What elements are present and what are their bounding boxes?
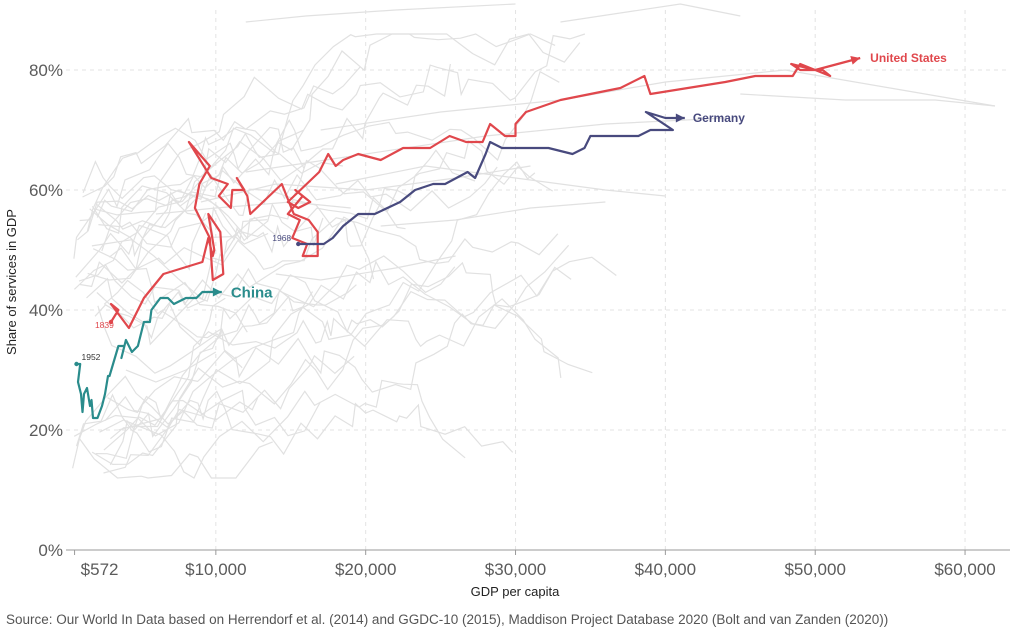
background-line (103, 389, 321, 474)
background-line (91, 185, 324, 247)
x-tick-label: $60,000 (934, 560, 995, 579)
background-line (320, 69, 996, 131)
series-start-point-united-states (108, 319, 114, 325)
background-line (99, 379, 466, 479)
background-line (380, 201, 606, 227)
background-line (118, 417, 164, 431)
background-line (96, 126, 343, 218)
x-tick-label: $50,000 (784, 560, 845, 579)
series-start-label-germany: 1968 (272, 233, 291, 243)
axes: $572 $10,000 $20,000 $30,000 $40,000 $50,000 $… (29, 61, 1010, 579)
background-line (82, 160, 268, 241)
background-line (73, 244, 570, 437)
series-arrow-china (212, 287, 222, 297)
background-line (91, 256, 617, 466)
background-line (109, 291, 314, 466)
series-start-label-united-states: 1839 (95, 320, 114, 330)
series-line-germany (298, 110, 685, 246)
series-line-united-states (109, 56, 861, 330)
y-tick-label: 20% (29, 421, 63, 440)
background-line (103, 161, 536, 347)
x-axis-title: GDP per capita (471, 584, 560, 599)
background-line (73, 63, 451, 290)
background-line (76, 354, 355, 446)
background-line (108, 149, 476, 271)
series-line-china (76, 290, 222, 420)
series-start-point-germany (296, 241, 301, 247)
background-line (740, 93, 996, 107)
x-tick-label: $30,000 (485, 560, 546, 579)
background-line (200, 165, 531, 203)
background-line (87, 129, 304, 281)
background-line (245, 3, 516, 23)
background-line (91, 33, 581, 258)
background-line (104, 390, 514, 456)
series-arrow-germany (675, 113, 685, 123)
series-label-united-states: United States (870, 51, 947, 65)
y-tick-label: 0% (38, 541, 63, 560)
series-start-point-china (74, 361, 79, 367)
background-line (89, 208, 276, 301)
background-country-lines (72, 3, 996, 479)
background-line (110, 298, 562, 440)
background-line (96, 292, 226, 346)
x-tick-label: $20,000 (335, 560, 396, 579)
background-line (560, 3, 741, 23)
background-line (97, 261, 572, 374)
source-note: Source: Our World In Data based on Herre… (6, 612, 889, 627)
series-label-germany: Germany (693, 111, 745, 125)
background-line (98, 215, 269, 248)
gridlines (66, 10, 1010, 550)
background-line (77, 126, 305, 241)
background-line (78, 263, 357, 309)
y-tick-label: 60% (29, 181, 63, 200)
background-line (95, 350, 243, 460)
background-line (107, 255, 456, 421)
background-line (335, 165, 666, 197)
background-line (79, 217, 559, 288)
series-start-label-china: 1952 (81, 352, 100, 362)
y-tick-label: 80% (29, 61, 63, 80)
background-line (82, 66, 361, 198)
background-line (79, 70, 560, 222)
background-line (125, 351, 217, 383)
background-line (275, 255, 456, 281)
highlighted-series: 1839 United States 1968 Germany 1952 China (74, 51, 947, 420)
background-line (73, 33, 586, 259)
background-line (96, 33, 556, 230)
background-line (86, 216, 375, 340)
background-line (155, 201, 351, 215)
series-arrow-united-states (850, 55, 861, 65)
y-axis-title: Share of services in GDP (4, 209, 19, 355)
x-tick-label: $10,000 (185, 560, 246, 579)
x-tick-label: $572 (81, 560, 119, 579)
background-line (87, 159, 406, 232)
background-line (75, 212, 207, 278)
series-label-china: China (231, 284, 273, 301)
y-tick-label: 40% (29, 301, 63, 320)
x-tick-label: $40,000 (635, 560, 696, 579)
background-line (75, 260, 593, 453)
